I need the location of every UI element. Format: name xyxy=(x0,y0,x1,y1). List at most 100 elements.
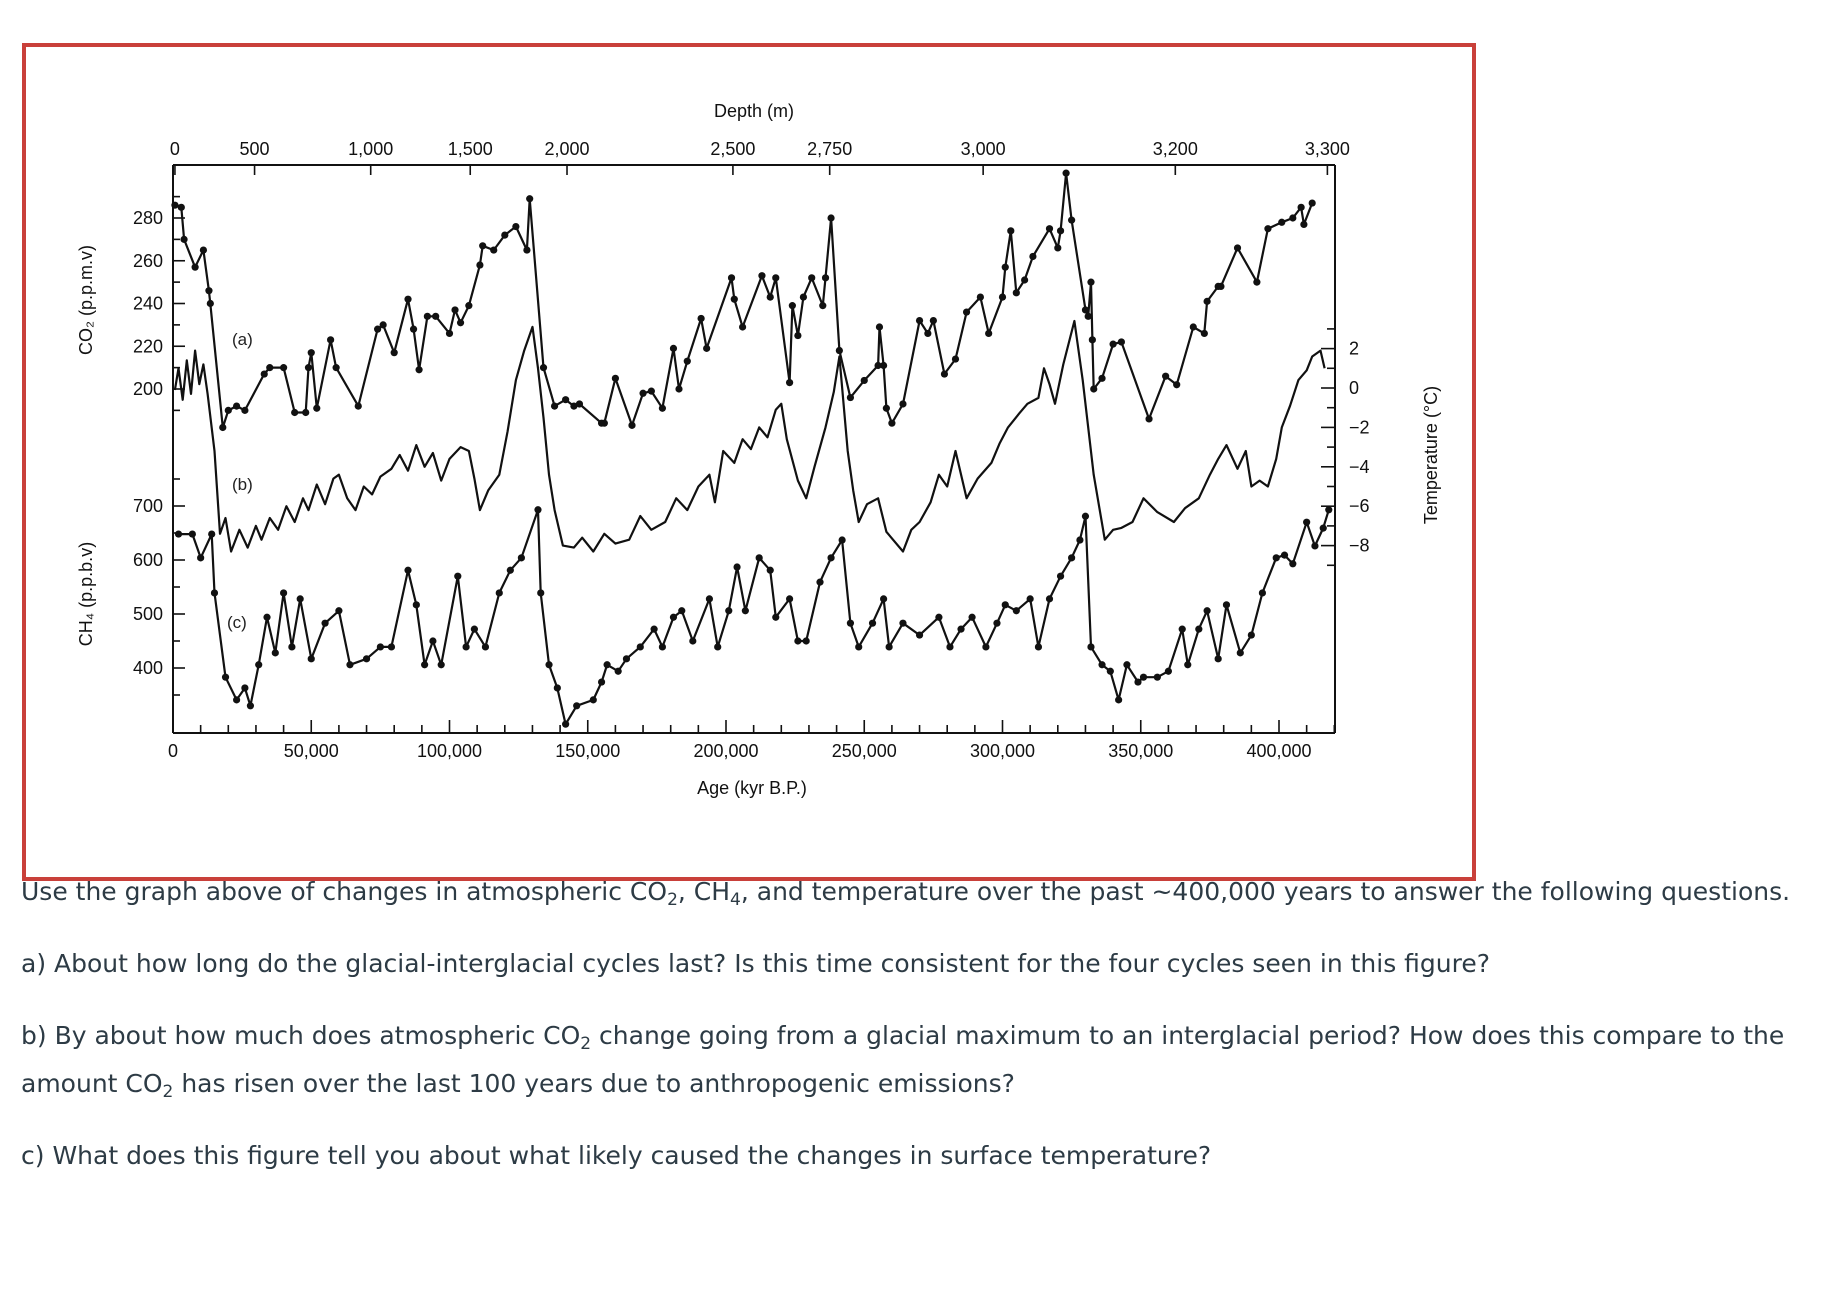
data-point-ch4 xyxy=(802,637,810,645)
x-tick-label: 100,000 xyxy=(417,741,482,761)
data-point-ch4 xyxy=(534,506,542,514)
data-point-co2 xyxy=(1189,323,1197,331)
data-point-co2 xyxy=(570,402,578,410)
data-point-co2 xyxy=(827,214,835,222)
data-point-ch4 xyxy=(241,684,249,692)
subscript: 2 xyxy=(580,1034,592,1054)
data-point-co2 xyxy=(260,370,268,378)
data-point-ch4 xyxy=(982,643,990,651)
data-point-co2 xyxy=(788,302,796,310)
data-point-co2 xyxy=(1001,263,1009,271)
data-point-ch4 xyxy=(197,554,205,562)
intro-text: , CH xyxy=(677,877,731,906)
data-point-ch4 xyxy=(1214,655,1222,663)
x-tick-label: 150,000 xyxy=(555,741,620,761)
temp-tick-label: 0 xyxy=(1349,378,1359,398)
data-point-co2 xyxy=(415,366,423,374)
data-point-ch4 xyxy=(725,607,733,615)
data-point-ch4 xyxy=(470,625,478,633)
data-point-ch4 xyxy=(362,655,371,663)
x-tick-label: 250,000 xyxy=(832,741,897,761)
data-point-co2 xyxy=(379,321,387,329)
data-point-co2 xyxy=(669,344,678,352)
chart-axes: 0 50,000 100,000 150,000 200,000 250,000 300,0… xyxy=(133,139,1370,761)
data-point-co2 xyxy=(241,406,249,414)
data-point-co2 xyxy=(1068,216,1076,224)
data-point-ch4 xyxy=(689,637,697,645)
data-point-ch4 xyxy=(321,619,329,627)
data-point-co2 xyxy=(575,400,584,408)
data-point-co2 xyxy=(998,293,1007,301)
data-point-co2 xyxy=(929,317,937,325)
data-point-ch4 xyxy=(603,661,611,669)
data-point-co2 xyxy=(821,274,830,282)
data-point-ch4 xyxy=(208,530,216,538)
data-point-co2 xyxy=(683,357,691,365)
temp-tick-label: −6 xyxy=(1349,496,1370,516)
data-point-co2 xyxy=(1162,372,1170,380)
data-point-co2 xyxy=(523,246,531,254)
x-tick-label: 350,000 xyxy=(1108,741,1173,761)
series-layer xyxy=(171,169,1333,728)
ch4-tick-label: 400 xyxy=(133,658,163,678)
data-point-ch4 xyxy=(1325,506,1333,514)
question-c: c) What does this figure tell you about … xyxy=(21,1141,1212,1170)
data-point-co2 xyxy=(219,423,227,432)
data-point-ch4 xyxy=(1272,554,1280,562)
data-point-ch4 xyxy=(1026,595,1034,603)
data-point-ch4 xyxy=(885,643,893,651)
data-point-ch4 xyxy=(868,619,877,627)
data-point-ch4 xyxy=(636,643,644,651)
data-point-co2 xyxy=(374,325,382,333)
data-point-co2 xyxy=(794,331,802,340)
data-point-co2 xyxy=(354,402,362,410)
data-point-co2 xyxy=(456,319,465,327)
temp-tick-label: 2 xyxy=(1349,339,1359,359)
data-point-ch4 xyxy=(1280,551,1289,559)
data-point-co2 xyxy=(697,314,705,323)
question-b-text: change going from a glacial maximum to a… xyxy=(21,1021,1785,1098)
subscript: 2 xyxy=(162,1082,174,1102)
data-point-ch4 xyxy=(1203,607,1211,615)
data-point-ch4 xyxy=(454,572,462,580)
data-point-co2 xyxy=(846,393,855,402)
data-point-co2 xyxy=(171,201,179,209)
data-point-co2 xyxy=(1029,252,1037,261)
x-tick-label: 200,000 xyxy=(693,741,758,761)
data-point-ch4 xyxy=(1076,536,1084,544)
data-point-ch4 xyxy=(597,678,606,686)
data-point-ch4 xyxy=(1164,667,1172,675)
data-point-ch4 xyxy=(280,589,288,597)
data-point-ch4 xyxy=(1056,572,1065,580)
data-point-ch4 xyxy=(741,607,749,615)
data-point-ch4 xyxy=(968,613,976,621)
data-point-co2 xyxy=(1173,381,1181,389)
data-point-ch4 xyxy=(429,637,437,645)
data-point-co2 xyxy=(962,308,971,316)
data-point-co2 xyxy=(327,336,335,344)
data-point-ch4 xyxy=(437,661,445,669)
data-point-ch4 xyxy=(1134,678,1142,686)
data-point-co2 xyxy=(1297,203,1305,211)
data-point-co2 xyxy=(206,299,214,308)
data-point-co2 xyxy=(772,274,780,282)
data-point-co2 xyxy=(1308,199,1316,207)
data-point-ch4 xyxy=(827,554,835,562)
depth-tick-label: 0 xyxy=(170,139,180,159)
intro-paragraph: Use the graph above of changes in atmosp… xyxy=(21,868,1821,916)
data-point-co2 xyxy=(539,364,548,372)
data-point-co2 xyxy=(899,400,907,408)
depth-tick-label: 3,000 xyxy=(961,139,1006,159)
data-point-ch4 xyxy=(1106,667,1114,675)
data-point-ch4 xyxy=(816,578,824,586)
data-point-co2 xyxy=(1264,225,1272,233)
data-point-co2 xyxy=(1233,244,1242,252)
data-point-co2 xyxy=(727,274,736,282)
data-point-ch4 xyxy=(678,607,686,615)
data-point-ch4 xyxy=(506,566,514,574)
data-point-co2 xyxy=(835,346,843,355)
data-point-co2 xyxy=(1109,340,1117,348)
data-point-co2 xyxy=(1300,220,1308,229)
data-point-ch4 xyxy=(1222,601,1231,609)
x-tick-label: 0 xyxy=(168,741,178,761)
